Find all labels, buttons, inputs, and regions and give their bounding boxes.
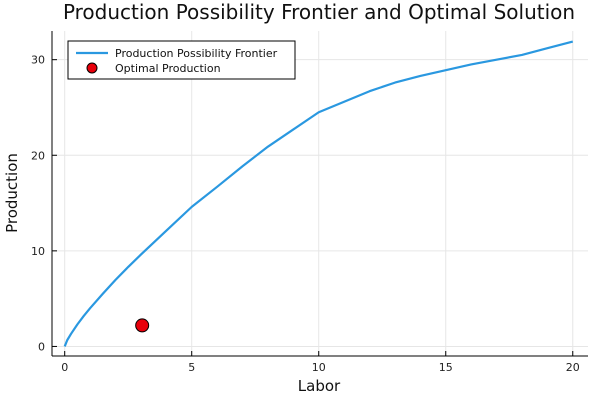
legend: Production Possibility Frontier Optimal P… [67,40,296,80]
chart-title: Production Possibility Frontier and Opti… [63,0,575,24]
x-tick-label: 5 [188,361,195,374]
x-tick-label: 10 [312,361,326,374]
x-tick-label: 20 [566,361,580,374]
legend-marker-swatch [86,62,98,74]
x-tick-label: 0 [61,361,68,374]
y-tick-label: 10 [31,245,45,258]
axes: 0 5 10 15 20 0 10 20 30 [31,31,588,374]
x-axis-title: Labor [298,377,341,395]
x-tick-label: 15 [439,361,453,374]
legend-box [67,40,296,80]
y-axis-title: Production [3,153,21,233]
y-tick-label: 30 [31,54,45,67]
legend-label: Production Possibility Frontier [115,47,278,60]
series-line-ppf [63,40,574,347]
y-tick-label: 20 [31,149,45,162]
series [63,40,574,347]
legend-label: Optimal Production [115,62,221,75]
optimal-point [135,318,150,333]
y-tick-label: 0 [38,340,45,353]
